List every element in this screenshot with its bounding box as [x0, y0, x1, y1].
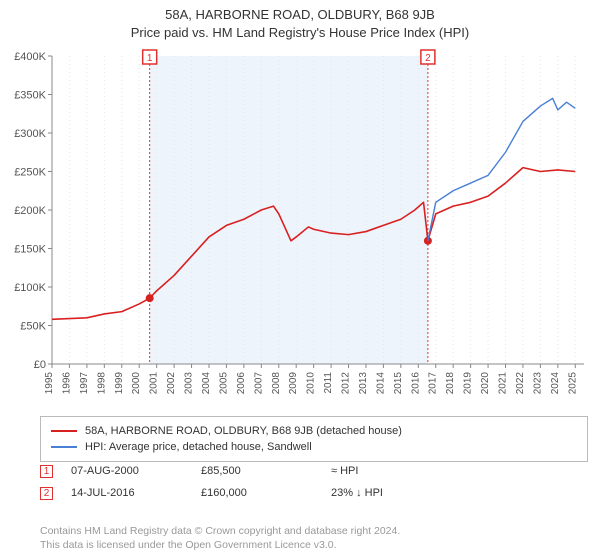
svg-text:1995: 1995 — [44, 372, 55, 395]
svg-text:2018: 2018 — [445, 372, 456, 395]
svg-text:2: 2 — [425, 53, 431, 64]
event-date: 14-JUL-2016 — [71, 487, 201, 499]
subtitle: Price paid vs. HM Land Registry's House … — [0, 24, 600, 42]
legend-swatch — [51, 446, 77, 448]
event-delta: 23% ↓ HPI — [331, 487, 461, 499]
svg-text:1996: 1996 — [61, 372, 72, 395]
svg-text:2002: 2002 — [166, 372, 177, 395]
event-marker-box: 2 — [40, 487, 53, 500]
svg-text:£50K: £50K — [20, 321, 46, 333]
event-table: 1 07-AUG-2000£85,500≈ HPI 2 14-JUL-2016£160… — [40, 460, 588, 504]
svg-text:2003: 2003 — [184, 372, 195, 395]
svg-text:2007: 2007 — [253, 372, 264, 395]
footnote: Contains HM Land Registry data © Crown c… — [40, 524, 400, 552]
svg-text:1999: 1999 — [114, 372, 125, 395]
event-price: £85,500 — [201, 465, 331, 477]
svg-text:£400K: £400K — [14, 51, 46, 63]
legend-swatch — [51, 430, 77, 432]
svg-text:1997: 1997 — [79, 372, 90, 395]
event-date: 07-AUG-2000 — [71, 465, 201, 477]
svg-text:£200K: £200K — [14, 205, 46, 217]
svg-text:2011: 2011 — [323, 372, 334, 394]
svg-text:2020: 2020 — [480, 372, 491, 395]
legend-label: HPI: Average price, detached house, Sand… — [85, 441, 312, 453]
svg-text:2013: 2013 — [358, 372, 369, 395]
svg-text:2024: 2024 — [550, 372, 561, 395]
svg-text:2019: 2019 — [463, 372, 474, 395]
svg-text:2006: 2006 — [236, 372, 247, 395]
svg-text:£350K: £350K — [14, 90, 46, 102]
event-row: 2 14-JUL-2016£160,00023% ↓ HPI — [40, 482, 588, 504]
svg-text:1998: 1998 — [96, 372, 107, 395]
svg-text:1: 1 — [147, 53, 153, 64]
footnote-line-2: This data is licensed under the Open Gov… — [40, 538, 400, 552]
event-row: 1 07-AUG-2000£85,500≈ HPI — [40, 460, 588, 482]
svg-text:2016: 2016 — [410, 372, 421, 395]
chart-container: 58A, HARBORNE ROAD, OLDBURY, B68 9JB Pri… — [0, 0, 600, 560]
chart-svg: £0 £50K £100K £150K £200K £250K £300K £350K £400… — [8, 48, 592, 408]
svg-text:2015: 2015 — [393, 372, 404, 395]
svg-text:2009: 2009 — [288, 372, 299, 395]
legend-label: 58A, HARBORNE ROAD, OLDBURY, B68 9JB (de… — [85, 425, 402, 437]
svg-text:2000: 2000 — [131, 372, 142, 395]
address-title: 58A, HARBORNE ROAD, OLDBURY, B68 9JB — [0, 6, 600, 24]
svg-text:£0: £0 — [34, 359, 46, 371]
svg-text:2004: 2004 — [201, 372, 212, 395]
svg-text:£100K: £100K — [14, 282, 46, 294]
svg-text:£300K: £300K — [14, 128, 46, 140]
svg-text:£250K: £250K — [14, 167, 46, 179]
event-delta: ≈ HPI — [331, 465, 461, 477]
svg-text:2012: 2012 — [341, 372, 352, 395]
svg-text:2014: 2014 — [375, 372, 386, 395]
svg-text:2008: 2008 — [271, 372, 282, 395]
svg-text:2005: 2005 — [218, 372, 229, 395]
event-marker-box: 1 — [40, 465, 53, 478]
svg-text:£150K: £150K — [14, 244, 46, 256]
legend: 58A, HARBORNE ROAD, OLDBURY, B68 9JB (de… — [40, 416, 588, 462]
legend-row: HPI: Average price, detached house, Sand… — [51, 439, 577, 455]
svg-text:2017: 2017 — [428, 372, 439, 395]
svg-text:2021: 2021 — [498, 372, 509, 395]
legend-row: 58A, HARBORNE ROAD, OLDBURY, B68 9JB (de… — [51, 423, 577, 439]
footnote-line-1: Contains HM Land Registry data © Crown c… — [40, 524, 400, 538]
event-price: £160,000 — [201, 487, 331, 499]
svg-text:2025: 2025 — [567, 372, 578, 395]
svg-text:2022: 2022 — [515, 372, 526, 395]
svg-text:2010: 2010 — [306, 372, 317, 395]
svg-text:2001: 2001 — [149, 372, 160, 395]
svg-text:2023: 2023 — [532, 372, 543, 395]
chart: £0 £50K £100K £150K £200K £250K £300K £350K £400… — [8, 48, 592, 408]
title-block: 58A, HARBORNE ROAD, OLDBURY, B68 9JB Pri… — [0, 0, 600, 42]
